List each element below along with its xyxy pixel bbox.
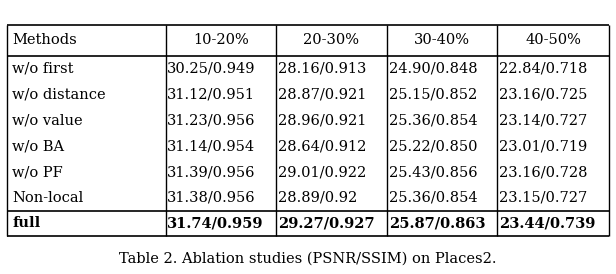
Text: 31.39/0.956: 31.39/0.956: [168, 165, 256, 179]
Text: 25.36/0.854: 25.36/0.854: [389, 191, 477, 205]
Text: 25.36/0.854: 25.36/0.854: [389, 113, 477, 127]
Text: 25.87/0.863: 25.87/0.863: [389, 216, 485, 230]
Text: 28.64/0.912: 28.64/0.912: [278, 139, 367, 153]
Text: 28.96/0.921: 28.96/0.921: [278, 113, 367, 127]
Text: 28.16/0.913: 28.16/0.913: [278, 62, 367, 76]
Text: 23.16/0.725: 23.16/0.725: [499, 88, 588, 102]
Text: Table 2. Ablation studies (PSNR/SSIM) on Places2.: Table 2. Ablation studies (PSNR/SSIM) on…: [120, 252, 496, 266]
Text: 40-50%: 40-50%: [525, 33, 581, 47]
Text: w/o PF: w/o PF: [12, 165, 63, 179]
Text: 31.14/0.954: 31.14/0.954: [168, 139, 256, 153]
Text: 28.89/0.92: 28.89/0.92: [278, 191, 357, 205]
Text: 24.90/0.848: 24.90/0.848: [389, 62, 477, 76]
Text: full: full: [12, 216, 41, 230]
Text: 25.43/0.856: 25.43/0.856: [389, 165, 477, 179]
Text: Methods: Methods: [12, 33, 77, 47]
Text: w/o distance: w/o distance: [12, 88, 106, 102]
Text: 31.38/0.956: 31.38/0.956: [168, 191, 256, 205]
Text: 31.12/0.951: 31.12/0.951: [168, 88, 256, 102]
Text: 22.84/0.718: 22.84/0.718: [499, 62, 588, 76]
Text: w/o first: w/o first: [12, 62, 74, 76]
Text: 29.27/0.927: 29.27/0.927: [278, 216, 375, 230]
Text: 23.01/0.719: 23.01/0.719: [499, 139, 588, 153]
Text: 30.25/0.949: 30.25/0.949: [168, 62, 256, 76]
Text: w/o value: w/o value: [12, 113, 83, 127]
Text: w/o BA: w/o BA: [12, 139, 65, 153]
Text: 10-20%: 10-20%: [193, 33, 249, 47]
Text: Non-local: Non-local: [12, 191, 84, 205]
Text: 31.74/0.959: 31.74/0.959: [168, 216, 264, 230]
Text: 23.14/0.727: 23.14/0.727: [499, 113, 588, 127]
Text: 23.44/0.739: 23.44/0.739: [499, 216, 596, 230]
Text: 29.01/0.922: 29.01/0.922: [278, 165, 367, 179]
Text: 28.87/0.921: 28.87/0.921: [278, 88, 367, 102]
Text: 23.15/0.727: 23.15/0.727: [499, 191, 588, 205]
Text: 30-40%: 30-40%: [414, 33, 470, 47]
Text: 23.16/0.728: 23.16/0.728: [499, 165, 588, 179]
Text: 25.15/0.852: 25.15/0.852: [389, 88, 477, 102]
Text: 25.22/0.850: 25.22/0.850: [389, 139, 477, 153]
Text: 31.23/0.956: 31.23/0.956: [168, 113, 256, 127]
Text: 20-30%: 20-30%: [304, 33, 360, 47]
